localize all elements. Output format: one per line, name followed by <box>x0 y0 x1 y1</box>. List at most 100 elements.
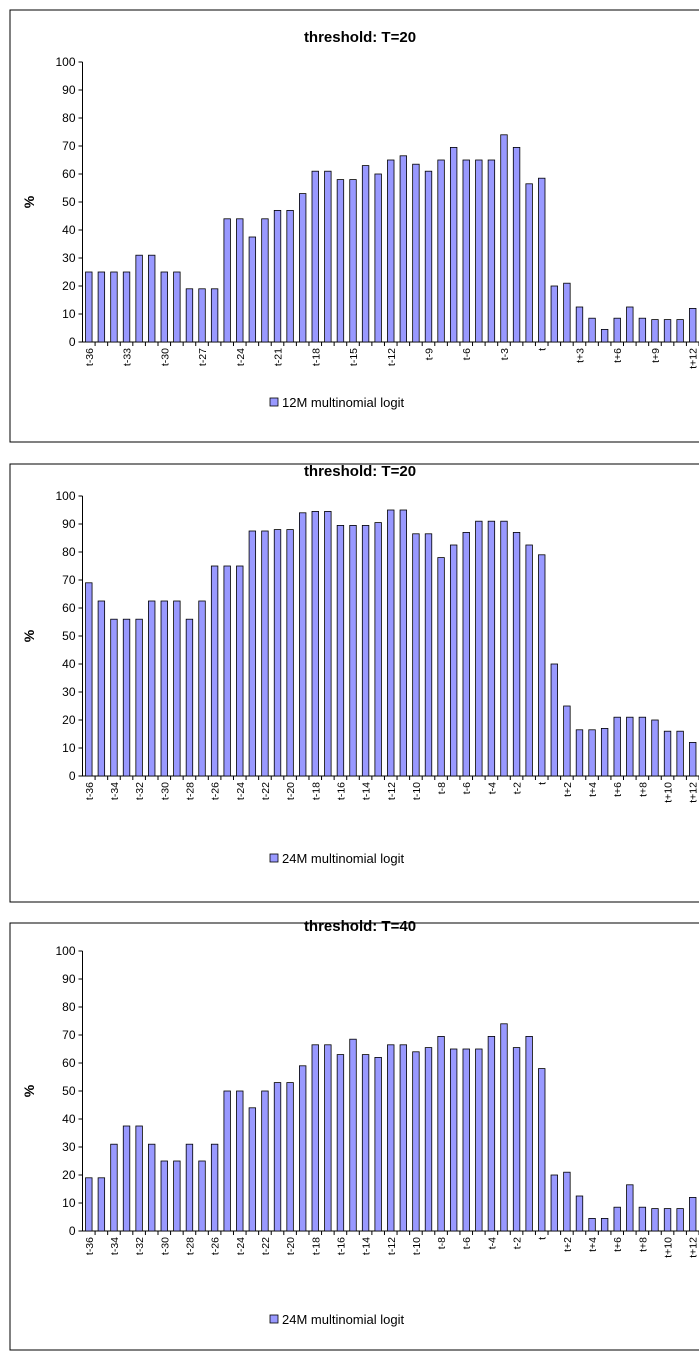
chart-title: threshold: T=20 <box>304 463 416 480</box>
bar <box>550 1174 558 1232</box>
x-tick-label: t-33 <box>122 348 134 366</box>
y-tick-label: 80 <box>62 1000 76 1014</box>
bar <box>449 1048 458 1232</box>
x-tick-label: t-6 <box>461 782 473 794</box>
y-tick-label: 90 <box>62 517 76 531</box>
bar <box>462 532 470 777</box>
x-tick-label: t-24 <box>235 1237 247 1255</box>
y-tick-label: 0 <box>69 335 76 349</box>
x-tick-label: t-22 <box>260 1237 272 1255</box>
bar <box>600 728 609 777</box>
chart-frame <box>9 9 699 443</box>
bar <box>349 1038 357 1232</box>
bar <box>638 317 647 343</box>
x-tick-label: t-18 <box>310 348 322 366</box>
bar <box>399 1044 408 1232</box>
bar <box>336 179 345 343</box>
bar <box>487 159 496 343</box>
bar <box>299 512 307 777</box>
y-tick-label: 100 <box>55 55 75 69</box>
x-tick-label: t+4 <box>587 782 599 797</box>
y-tick-label: 40 <box>62 223 76 237</box>
x-tick-label: t-34 <box>109 782 121 800</box>
bar <box>575 306 584 343</box>
y-tick-label: 60 <box>62 601 76 615</box>
legend-swatch <box>269 397 279 407</box>
x-tick-label: t-30 <box>159 348 171 366</box>
bar <box>689 307 697 343</box>
bar <box>311 170 319 343</box>
bar <box>613 317 621 343</box>
bar <box>626 1184 634 1232</box>
bar <box>588 1218 596 1232</box>
bar <box>261 1090 269 1232</box>
bar <box>512 1047 521 1232</box>
x-tick-label: t-36 <box>84 348 96 366</box>
bar <box>173 600 181 777</box>
bar <box>198 600 206 777</box>
bar <box>600 1218 609 1232</box>
bar <box>97 600 106 777</box>
bar <box>349 179 357 343</box>
bar <box>600 328 609 343</box>
x-tick-label: t+6 <box>612 348 624 363</box>
x-tick-label: t+2 <box>562 1237 574 1252</box>
bar <box>361 525 370 777</box>
x-tick-label: t <box>537 348 549 351</box>
bar <box>449 544 458 777</box>
bar <box>689 742 697 777</box>
bar <box>210 1143 219 1232</box>
bar <box>563 282 571 343</box>
bar <box>185 288 194 343</box>
x-tick-label: t-3 <box>499 348 511 360</box>
bar <box>575 1195 584 1232</box>
y-tick-label: 0 <box>69 1224 76 1238</box>
bar <box>122 1125 131 1232</box>
bar <box>248 1107 257 1232</box>
bar <box>185 618 194 777</box>
bar <box>374 1057 382 1232</box>
bar <box>236 218 244 343</box>
y-tick-label: 20 <box>62 713 76 727</box>
bar <box>361 1054 370 1232</box>
bar <box>286 529 294 777</box>
bar <box>135 1125 143 1232</box>
bar <box>538 1068 546 1232</box>
bar <box>361 165 370 343</box>
bar <box>223 1090 231 1232</box>
y-axis-label: % <box>21 1084 37 1097</box>
x-tick-label: t-30 <box>159 782 171 800</box>
bar <box>349 525 357 777</box>
bar <box>286 209 294 343</box>
bar <box>676 1208 684 1232</box>
bar <box>160 1160 168 1232</box>
y-tick-label: 30 <box>62 1140 76 1154</box>
bar <box>424 1047 433 1232</box>
y-tick-label: 90 <box>62 83 76 97</box>
bar <box>248 236 257 343</box>
x-tick-label: t+12 <box>688 1237 699 1258</box>
bar <box>626 306 634 343</box>
bar <box>500 134 508 343</box>
bar <box>500 1023 508 1232</box>
bar <box>663 319 672 343</box>
bar <box>85 271 93 343</box>
legend-swatch <box>269 1314 279 1324</box>
bar <box>148 600 156 777</box>
y-tick-label: 80 <box>62 111 76 125</box>
bar <box>135 254 143 343</box>
x-tick-label: t-10 <box>411 782 423 800</box>
bar <box>236 1090 244 1232</box>
y-tick-label: 10 <box>62 1196 76 1210</box>
bar <box>374 173 382 343</box>
x-tick-label: t-34 <box>109 1237 121 1255</box>
bar <box>588 317 596 343</box>
y-tick-label: 40 <box>62 1112 76 1126</box>
bar <box>525 1036 533 1232</box>
bar <box>97 271 106 343</box>
x-tick-label: t-4 <box>486 782 498 794</box>
x-tick-label: t-4 <box>486 1237 498 1249</box>
x-tick-label: t-12 <box>386 348 398 366</box>
y-tick-label: 50 <box>62 629 76 643</box>
y-tick-label: 20 <box>62 1168 76 1182</box>
